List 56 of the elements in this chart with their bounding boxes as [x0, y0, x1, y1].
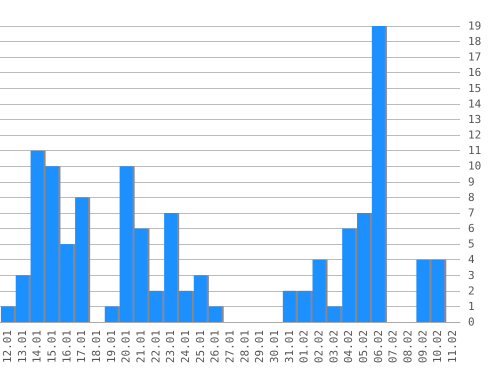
- y-tick-label: 6: [468, 222, 475, 236]
- x-tick-label: 19.01: [104, 330, 118, 364]
- x-tick-label: 31.01: [282, 330, 296, 364]
- y-tick-label: 9: [468, 175, 475, 188]
- x-tick-label: 21.01: [134, 330, 148, 364]
- x-tick-label: 16.01: [60, 330, 74, 364]
- x-tick-label: 07.02: [386, 330, 400, 364]
- x-tick-label: 23.01: [164, 330, 178, 364]
- x-tick-label: 20.01: [120, 330, 133, 364]
- bar: [357, 212, 370, 322]
- y-tick-label: 2: [468, 284, 475, 298]
- x-tick-label: 28.01: [238, 330, 252, 364]
- y-tick-label: 14: [468, 97, 482, 110]
- y-tick-label: 19: [468, 20, 482, 32]
- y-tick-label: 5: [468, 238, 475, 251]
- x-tick-label: 29.01: [253, 330, 266, 364]
- x-tick-label: 25.01: [194, 330, 207, 364]
- y-tick-label: 16: [468, 66, 482, 80]
- y-tick-label: 13: [468, 112, 482, 126]
- x-tick-label: 11.02: [446, 330, 460, 364]
- x-tick-label: 26.01: [208, 330, 222, 364]
- x-tick-label: 30.01: [268, 330, 282, 364]
- x-tick-label: 13.01: [16, 330, 29, 364]
- bar: [134, 228, 148, 322]
- x-tick-label: 02.02: [312, 330, 326, 364]
- y-tick-label: 1: [468, 300, 475, 313]
- y-tick-label: 15: [468, 82, 482, 95]
- y-tick-label: 18: [468, 35, 482, 48]
- x-tick-label: 10.02: [431, 330, 444, 364]
- x-tick-label: 01.02: [298, 330, 311, 364]
- y-tick-label: 11: [468, 144, 482, 158]
- y-tick-label: 17: [468, 50, 482, 64]
- x-tick-label: 17.01: [75, 330, 88, 364]
- x-tick-label: 06.02: [372, 330, 385, 364]
- x-tick-label: 27.01: [224, 330, 236, 364]
- x-tick-label: 12.01: [0, 330, 14, 364]
- x-tick-label: 14.01: [30, 330, 44, 364]
- bar: [312, 260, 326, 322]
- x-tick-label: 04.02: [342, 330, 356, 364]
- x-tick-label: 22.01: [149, 330, 162, 364]
- x-tick-label: 05.02: [357, 330, 370, 364]
- x-tick-label: 08.02: [402, 330, 415, 364]
- x-tick-label: 18.01: [90, 330, 103, 364]
- y-tick-label: 0: [468, 316, 475, 328]
- y-tick-label: 7: [468, 206, 475, 220]
- x-tick-label: 24.01: [178, 330, 192, 364]
- x-tick-label: 09.02: [416, 330, 430, 364]
- y-tick-label: 10: [468, 160, 482, 173]
- bar: [372, 26, 385, 322]
- y-tick-label: 4: [468, 253, 475, 266]
- x-tick-label: 15.01: [45, 330, 58, 364]
- y-tick-label: 3: [468, 268, 475, 282]
- bar: [178, 290, 192, 322]
- x-tick-label: 03.02: [327, 330, 340, 364]
- y-tick-label: 8: [468, 190, 475, 204]
- y-tick-label: 12: [468, 128, 482, 142]
